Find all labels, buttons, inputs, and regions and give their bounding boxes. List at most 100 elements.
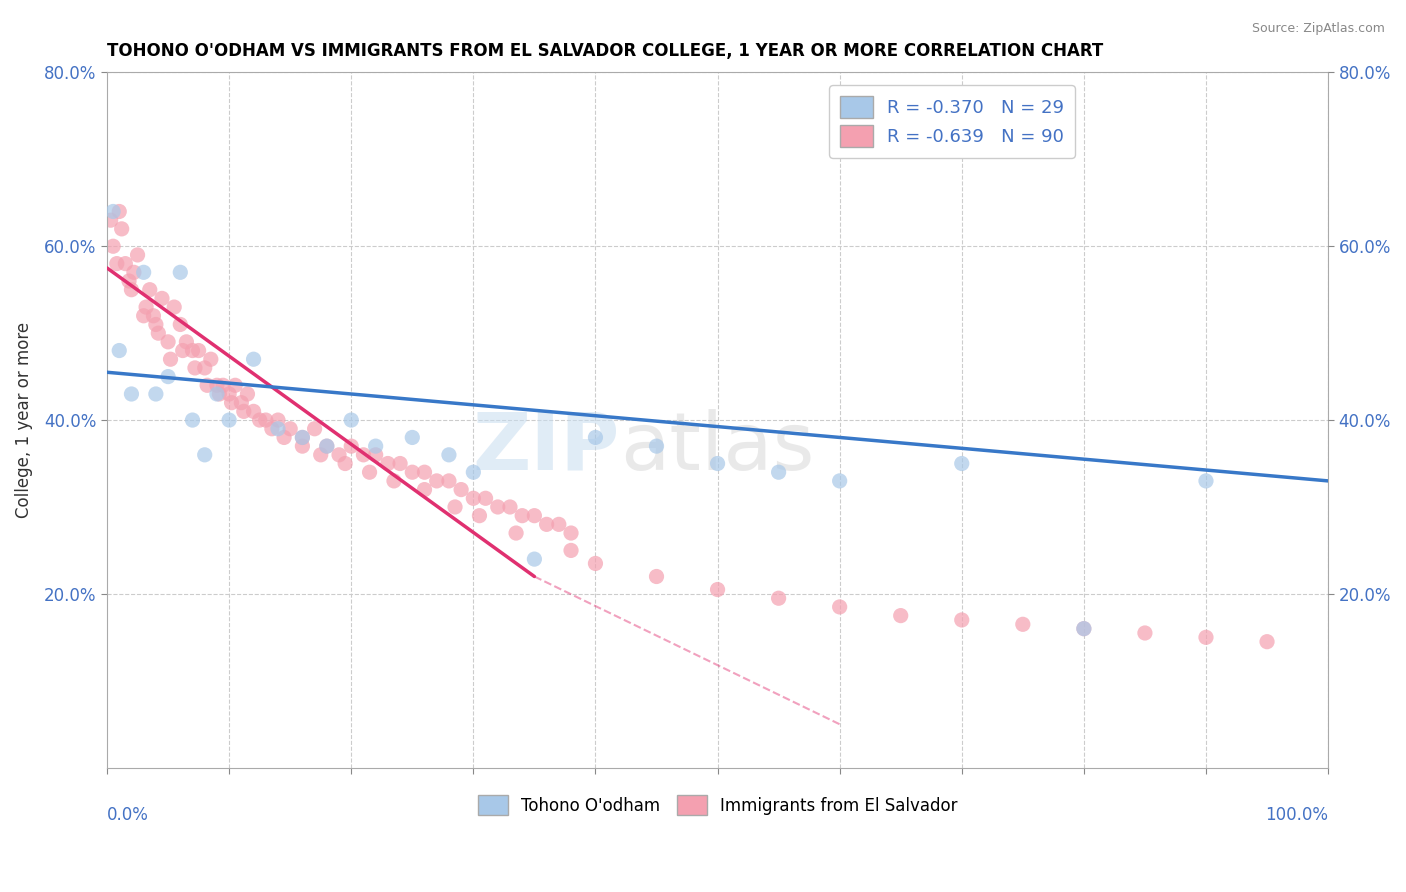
Point [278, 422, 301, 436]
Point [645, 439, 668, 453]
Point [105, 257, 128, 271]
Point [560, 543, 582, 558]
Point [181, 343, 204, 358]
Point [1011, 617, 1033, 632]
Point [139, 283, 162, 297]
Point [132, 309, 155, 323]
Point [828, 474, 851, 488]
Point [176, 334, 198, 349]
Point [413, 483, 436, 497]
Point [352, 448, 374, 462]
Point [510, 508, 533, 523]
Point [100, 213, 122, 227]
Point [499, 500, 522, 514]
Point [315, 439, 337, 453]
Point [108, 343, 131, 358]
Point [218, 413, 240, 427]
Text: Source: ZipAtlas.com: Source: ZipAtlas.com [1251, 22, 1385, 36]
Point [122, 265, 145, 279]
Point [377, 457, 399, 471]
Point [401, 465, 423, 479]
Point [101, 204, 124, 219]
Point [1073, 622, 1095, 636]
Point [333, 457, 356, 471]
Point [474, 491, 496, 506]
Point [218, 387, 240, 401]
Point [389, 457, 412, 471]
Point [1195, 474, 1218, 488]
Point [359, 465, 381, 479]
Point [142, 309, 165, 323]
Point [291, 430, 314, 444]
Point [118, 274, 141, 288]
Point [523, 552, 546, 566]
Point [364, 439, 387, 453]
Point [382, 474, 405, 488]
Point [221, 395, 243, 409]
Text: atlas: atlas [620, 409, 814, 487]
Point [157, 334, 180, 349]
Point [111, 222, 134, 236]
Point [231, 395, 253, 409]
Point [1195, 631, 1218, 645]
Point [236, 387, 259, 401]
Point [463, 491, 485, 506]
Text: ZIP: ZIP [472, 409, 620, 487]
Point [486, 500, 509, 514]
Point [340, 439, 363, 453]
Point [127, 248, 149, 262]
Point [148, 326, 170, 340]
Text: 0.0%: 0.0% [107, 806, 149, 824]
Point [242, 404, 264, 418]
Point [536, 517, 558, 532]
Point [205, 387, 228, 401]
Point [768, 465, 790, 479]
Point [145, 318, 167, 332]
Point [560, 526, 582, 541]
Point [505, 526, 527, 541]
Point [768, 591, 790, 606]
Point [585, 430, 607, 444]
Point [328, 448, 350, 462]
Point [181, 413, 204, 427]
Point [950, 457, 973, 471]
Point [267, 422, 290, 436]
Point [426, 474, 449, 488]
Point [163, 300, 186, 314]
Point [340, 413, 363, 427]
Point [108, 204, 131, 219]
Point [463, 465, 485, 479]
Point [232, 404, 254, 418]
Point [585, 557, 607, 571]
Point [706, 457, 728, 471]
Point [260, 422, 283, 436]
Point [1073, 622, 1095, 636]
Point [114, 257, 136, 271]
Point [444, 500, 467, 514]
Text: 100.0%: 100.0% [1265, 806, 1329, 824]
Point [547, 517, 569, 532]
Point [194, 448, 217, 462]
Point [254, 413, 277, 427]
Legend: Tohono O'odham, Immigrants from El Salvador: Tohono O'odham, Immigrants from El Salva… [471, 789, 965, 822]
Point [523, 508, 546, 523]
Point [450, 483, 472, 497]
Point [437, 474, 460, 488]
Point [645, 569, 668, 583]
Point [157, 369, 180, 384]
Point [169, 318, 191, 332]
Point [224, 378, 246, 392]
Point [437, 448, 460, 462]
Point [200, 352, 222, 367]
Point [172, 343, 194, 358]
Point [273, 430, 295, 444]
Point [212, 378, 235, 392]
Point [135, 300, 157, 314]
Point [145, 387, 167, 401]
Point [187, 343, 209, 358]
Point [1133, 626, 1156, 640]
Text: TOHONO O'ODHAM VS IMMIGRANTS FROM EL SALVADOR COLLEGE, 1 YEAR OR MORE CORRELATIO: TOHONO O'ODHAM VS IMMIGRANTS FROM EL SAL… [107, 42, 1104, 60]
Point [169, 265, 191, 279]
Point [706, 582, 728, 597]
Point [304, 422, 326, 436]
